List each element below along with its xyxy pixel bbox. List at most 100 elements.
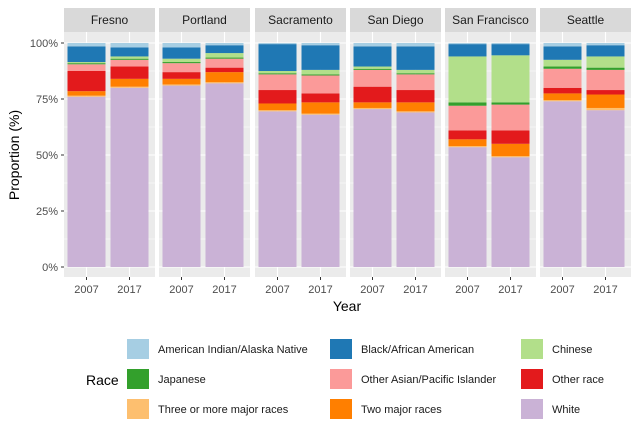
legend-key: [127, 369, 149, 389]
bar-segment-chinese: [586, 56, 625, 68]
bar-segment-three-or-more-major-races: [162, 84, 201, 86]
bar-segment-japanese: [543, 66, 582, 69]
legend-label: Other Asian/Pacific Islander: [361, 374, 496, 386]
x-tick-label: 2017: [212, 284, 236, 296]
y-tick-label: 0%: [42, 262, 58, 274]
bar-san-diego-2017: [396, 43, 435, 267]
bar-segment-other-asian-pacific-islander: [258, 74, 297, 91]
bar-segment-black-african-american: [448, 44, 487, 57]
legend-item-other-asian-pacific-islander: Other Asian/Pacific Islander: [330, 369, 496, 389]
facet-strip: [350, 8, 441, 32]
bar-segment-other-asian-pacific-islander: [353, 69, 392, 87]
bar-segment-black-african-american: [301, 45, 340, 70]
bar-fresno-2007: [67, 43, 106, 267]
legend-key: [127, 399, 149, 419]
x-tick-label: 2007: [74, 284, 98, 296]
bar-segment-other-race: [205, 67, 244, 73]
bar-segment-white: [205, 83, 244, 267]
legend-key: [521, 339, 543, 359]
bar-segment-black-african-american: [586, 45, 625, 57]
facet-strip: [159, 8, 250, 32]
bar-segment-chinese: [543, 59, 582, 67]
bar-segment-japanese: [396, 73, 435, 75]
legend-label: White: [552, 404, 580, 416]
bar-segment-white: [301, 114, 340, 268]
bar-segment-chinese: [353, 66, 392, 69]
legend-title: Race: [86, 372, 119, 388]
bar-segment-two-major-races: [491, 143, 530, 157]
facet-panel-portland: Portland 2007 2017: [159, 8, 250, 296]
bar-segment-three-or-more-major-races: [110, 86, 149, 88]
bar-segment-american-indian-alaska-native: [162, 43, 201, 48]
bar-segment-black-african-american: [67, 46, 106, 63]
bar-seattle-2017: [586, 43, 625, 267]
bar-segment-chinese: [162, 58, 201, 63]
bar-segment-black-african-american: [543, 46, 582, 60]
bar-segment-american-indian-alaska-native: [205, 43, 244, 46]
legend-item-two-major-races: Two major races: [330, 399, 442, 419]
facet-panel-san-francisco: San Francisco 2007 2017: [445, 8, 536, 296]
legend: Race American Indian/Alaska Native Black/…: [86, 339, 604, 419]
bar-segment-chinese: [67, 62, 106, 64]
bar-portland-2017: [205, 43, 244, 267]
facet-strip-label: Portland: [182, 13, 227, 27]
bar-segment-three-or-more-major-races: [491, 156, 530, 158]
legend-item-other-race: Other race: [521, 369, 604, 389]
facet-strip-label: San Diego: [367, 13, 423, 27]
bar-segment-three-or-more-major-races: [543, 100, 582, 102]
bar-segment-chinese: [258, 71, 297, 74]
bar-segment-three-or-more-major-races: [301, 113, 340, 115]
bar-segment-three-or-more-major-races: [586, 107, 625, 111]
legend-key: [330, 399, 352, 419]
legend-label: Japanese: [158, 374, 206, 386]
bar-segment-chinese: [301, 69, 340, 75]
bar-segment-white: [258, 111, 297, 267]
legend-item-american-indian-alaska-native: American Indian/Alaska Native: [127, 339, 308, 359]
legend-label: Other race: [552, 374, 604, 386]
facet-panel-seattle: Seattle 2007 2017: [540, 8, 631, 296]
facet-panel-sacramento: Sacramento 2007 2017: [255, 8, 346, 296]
bar-seattle-2007: [543, 43, 582, 268]
y-tick-label: 25%: [36, 206, 58, 218]
facet-strip-label: Seattle: [567, 13, 605, 27]
bar-segment-other-asian-pacific-islander: [301, 75, 340, 94]
legend-label: Three or more major races: [158, 404, 289, 416]
bar-segment-white: [396, 112, 435, 267]
facet-panel-san-diego: San Diego 2007 2017: [350, 8, 441, 296]
bar-segment-other-race: [353, 86, 392, 103]
bar-segment-other-race: [162, 72, 201, 79]
bar-segment-other-race: [67, 71, 106, 92]
bar-segment-japanese: [162, 62, 201, 64]
bar-segment-white: [586, 110, 625, 267]
bar-segment-two-major-races: [110, 78, 149, 87]
bar-segment-white: [353, 109, 392, 267]
bar-segment-other-race: [258, 90, 297, 104]
bar-segment-japanese: [448, 102, 487, 106]
bar-segment-three-or-more-major-races: [353, 107, 392, 110]
bar-sacramento-2007: [258, 43, 297, 267]
bar-segment-japanese: [258, 73, 297, 75]
bar-segment-other-race: [110, 66, 149, 79]
bar-segment-black-african-american: [353, 46, 392, 67]
bar-sacramento-2017: [301, 43, 340, 268]
facet-panel-fresno: Fresno 2007 2017: [64, 8, 155, 296]
bar-segment-chinese: [110, 56, 149, 59]
bar-segment-other-asian-pacific-islander: [162, 63, 201, 73]
bar-segment-two-major-races: [301, 102, 340, 114]
bar-segment-other-race: [396, 90, 435, 103]
legend-item-three-or-more-major-races: Three or more major races: [127, 399, 289, 419]
bar-segment-american-indian-alaska-native: [258, 43, 297, 45]
bar-segment-other-asian-pacific-islander: [448, 105, 487, 131]
bar-segment-two-major-races: [543, 93, 582, 101]
bar-segment-japanese: [205, 57, 244, 59]
legend-label: Black/African American: [361, 344, 474, 356]
x-tick-label: 2007: [455, 284, 479, 296]
bar-segment-chinese: [448, 56, 487, 103]
bar-segment-other-race: [586, 90, 625, 95]
legend-item-chinese: Chinese: [521, 339, 592, 359]
y-tick-label: 100%: [30, 38, 58, 50]
bar-segment-black-african-american: [162, 47, 201, 59]
bar-segment-other-race: [543, 87, 582, 94]
